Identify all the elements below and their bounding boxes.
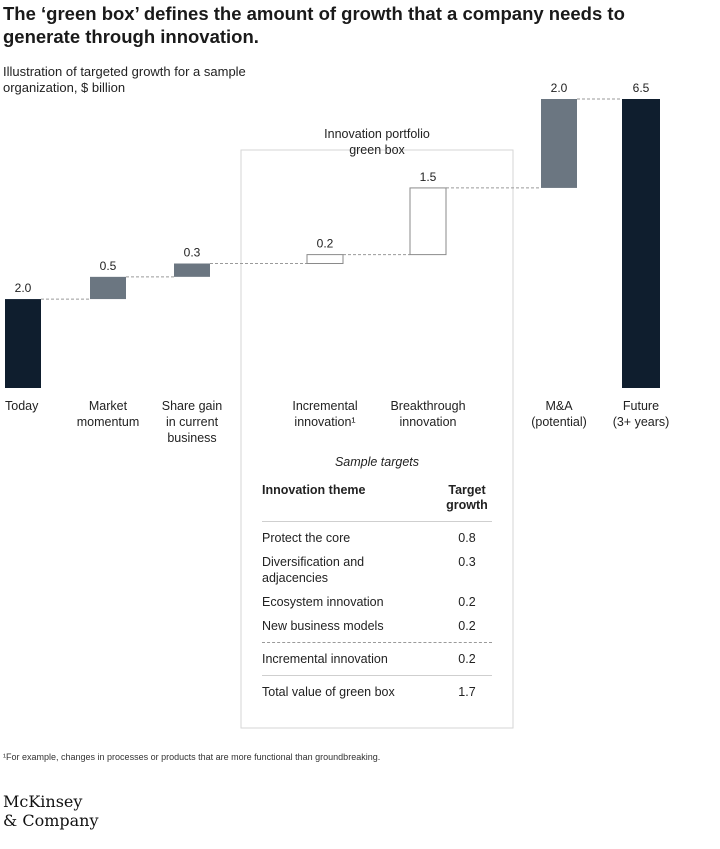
row-theme: Ecosystem innovation xyxy=(262,595,384,609)
bar-2 xyxy=(174,263,210,277)
header-growth: Target growth xyxy=(446,483,488,512)
green-box-frame xyxy=(240,149,514,729)
value-label: 6.5 xyxy=(633,81,650,95)
value-label: 0.2 xyxy=(317,237,334,251)
row-theme: Total value of green box xyxy=(262,685,395,699)
row-value: 1.7 xyxy=(458,685,476,699)
value-label: 0.5 xyxy=(100,259,117,273)
table-row: Ecosystem innovation 0.2 xyxy=(262,594,492,610)
row-value: 0.2 xyxy=(458,619,476,633)
footnote: ¹For example, changes in processes or pr… xyxy=(3,752,381,762)
logo-line-2: & Company xyxy=(3,811,99,830)
value-label: 1.5 xyxy=(420,170,437,184)
row-value: 0.3 xyxy=(458,555,476,569)
category-label: Share gain in current business xyxy=(162,399,223,445)
bar-5 xyxy=(541,99,577,188)
row-theme: New business models xyxy=(262,619,384,633)
header-theme: Innovation theme xyxy=(262,483,366,497)
row-theme: Protect the core xyxy=(262,531,351,545)
value-label: 0.3 xyxy=(184,246,201,260)
table-row: Protect the core 0.8 xyxy=(262,530,492,546)
row-theme: Diversification and adjacencies xyxy=(262,555,365,585)
category-label: Breakthrough innovation xyxy=(390,399,465,429)
targets-header: Innovation theme Target growth xyxy=(262,483,492,522)
row-value: 0.8 xyxy=(458,531,476,545)
category-label: Market momentum xyxy=(77,399,140,429)
logo-line-1: McKinsey xyxy=(3,792,83,811)
connector-lines xyxy=(41,98,622,300)
row-value: 0.2 xyxy=(458,652,476,666)
bar-4 xyxy=(409,187,447,256)
row-theme: Incremental innovation xyxy=(262,652,388,666)
bar-0 xyxy=(5,299,41,388)
category-label: M&A (potential) xyxy=(531,399,587,429)
waterfall-chart: Innovation portfolio green box 2.0 0.5 0.3 0… xyxy=(5,81,669,729)
chart-subtitle: Illustration of targeted growth for a sa… xyxy=(3,64,246,95)
green-box-label-line: Innovation portfolio xyxy=(324,127,430,141)
value-label-group: 2.0 0.5 0.3 0.2 1.5 2.0 6.5 xyxy=(15,81,650,295)
table-row-incremental: Incremental innovation 0.2 xyxy=(262,642,492,667)
category-label-group: Today Market momentum Share gain in current b… xyxy=(5,399,669,445)
table-row-total: Total value of green box 1.7 xyxy=(262,675,492,700)
bar-group xyxy=(5,99,660,388)
bar-3 xyxy=(306,254,344,265)
table-row: New business models 0.2 xyxy=(262,618,492,634)
table-row: Diversification and adjacencies 0.3 xyxy=(262,554,492,586)
value-label: 2.0 xyxy=(15,281,32,295)
targets-caption: Sample targets xyxy=(334,455,420,469)
bar-6 xyxy=(622,99,660,388)
value-label: 2.0 xyxy=(551,81,568,95)
category-label: Future (3+ years) xyxy=(613,399,670,429)
green-box-label-line: green box xyxy=(349,143,405,157)
category-label: Incremental innovation¹ xyxy=(292,399,357,429)
chart-title: The ‘green box’ defines the amount of gr… xyxy=(3,3,625,47)
green-box-label: Innovation portfolio green box xyxy=(324,127,430,157)
sample-targets-table: Sample targets Innovation theme Target g… xyxy=(262,455,492,700)
row-value: 0.2 xyxy=(458,595,476,609)
category-label: Today xyxy=(5,399,39,413)
bar-1 xyxy=(90,276,126,300)
mckinsey-logo: McKinsey & Company xyxy=(3,792,99,830)
